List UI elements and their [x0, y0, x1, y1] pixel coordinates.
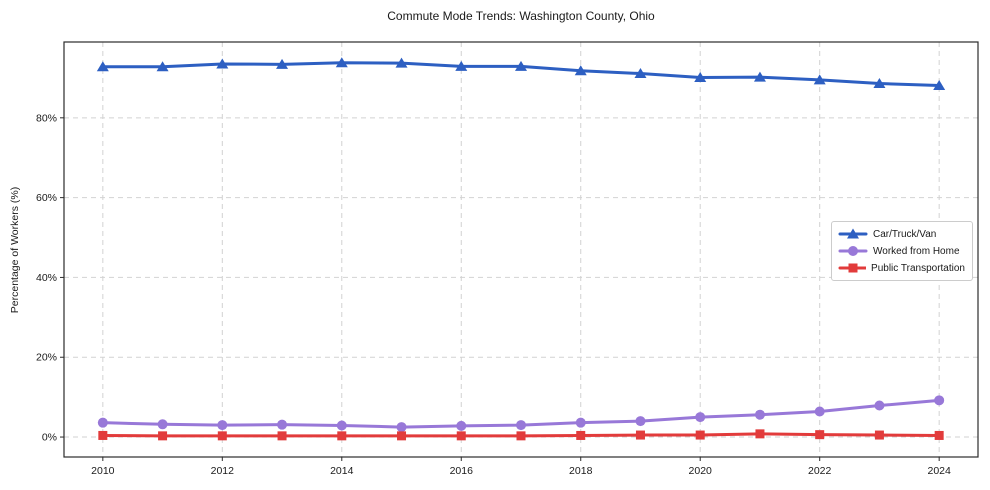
y-tick-label: 20%: [36, 352, 57, 364]
y-tick-label: 40%: [36, 272, 57, 284]
legend-item-worked-from-home: Worked from Home: [838, 244, 965, 258]
legend-label: Public Transportation: [871, 262, 965, 274]
legend-label: Worked from Home: [873, 245, 960, 257]
legend-item-car-truck-van: Car/Truck/Van: [838, 227, 965, 241]
x-tick-label: 2016: [450, 465, 474, 477]
x-tick-label: 2018: [569, 465, 593, 477]
x-tick-label: 2014: [330, 465, 354, 477]
series-worked-from-home: [97, 395, 945, 433]
series-markers: [98, 429, 944, 441]
y-tick-label: 80%: [36, 112, 57, 124]
series-markers: [97, 395, 945, 433]
plot-border: [63, 41, 979, 458]
legend-item-public-transportation: Public Transportation: [838, 261, 965, 275]
legend-swatch-circle-icon: [838, 246, 868, 256]
x-tick-label: 2010: [91, 465, 115, 477]
series-car-truck-van: [96, 57, 946, 90]
y-tick-label: 60%: [36, 192, 57, 204]
x-tick-label: 2012: [211, 465, 235, 477]
legend-swatch-square-icon: [838, 263, 867, 273]
legend: Car/Truck/Van Worked from Home Public Tr…: [831, 221, 973, 281]
x-tick-label: 2022: [808, 465, 832, 477]
legend-swatch-triangle-icon: [838, 228, 868, 239]
series-markers: [96, 57, 946, 90]
legend-label: Car/Truck/Van: [873, 228, 937, 240]
x-tick-label: 2020: [689, 465, 713, 477]
axis-ticks: [60, 117, 940, 461]
chart-title: Commute Mode Trends: Washington County, …: [387, 9, 655, 23]
series-public-transportation: [98, 429, 944, 441]
axis-tick-labels: 2010 2012 2014 2016 2018 2020 2022 2024 0% 20% 40%…: [36, 112, 951, 477]
x-tick-label: 2024: [927, 465, 951, 477]
y-tick-label: 0%: [42, 432, 57, 444]
